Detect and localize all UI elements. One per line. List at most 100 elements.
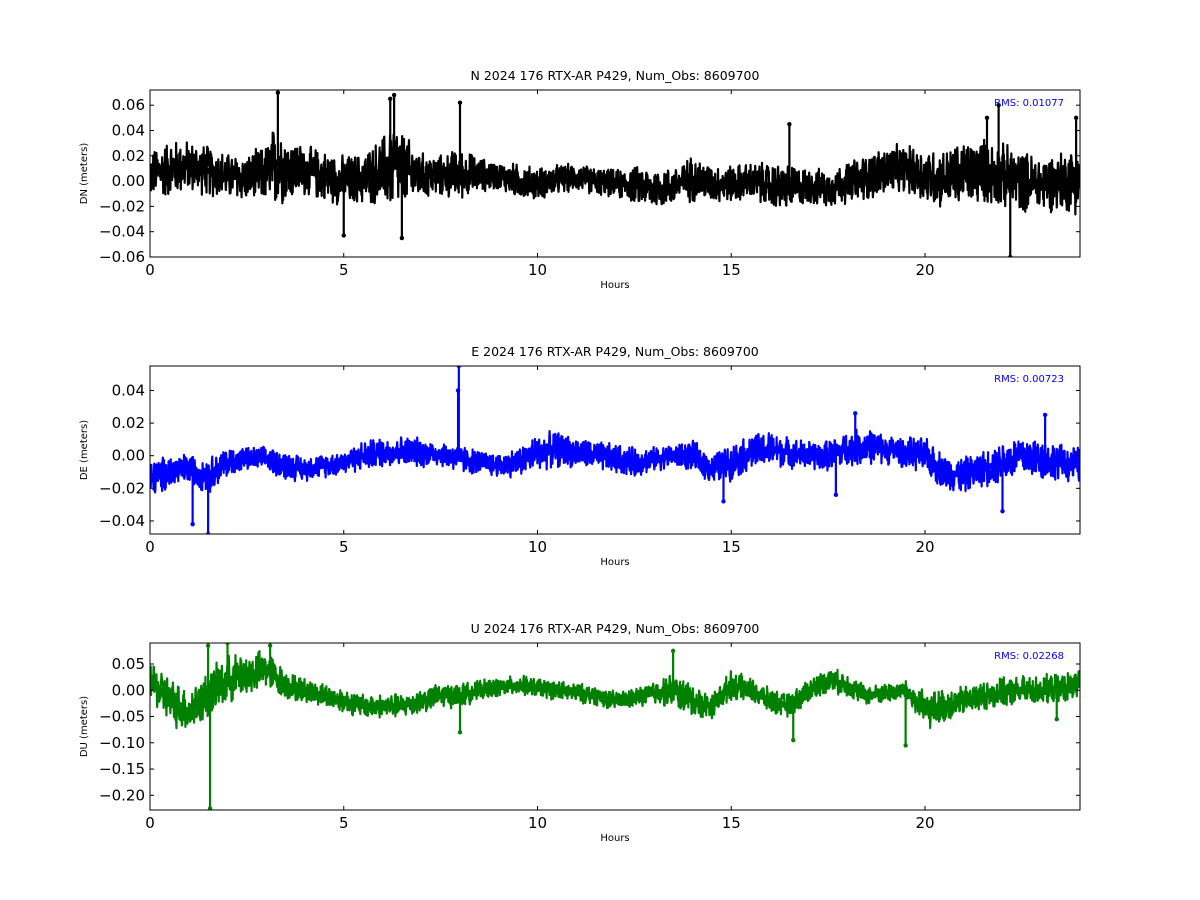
u-data-point — [767, 698, 773, 704]
n-data-point — [166, 165, 172, 171]
e-x-axis-label: Hours — [600, 557, 629, 568]
n-data-point — [1038, 181, 1044, 187]
n-data-point — [535, 181, 540, 187]
u-spike-point — [670, 648, 676, 654]
u-x-tick-label: 5 — [339, 814, 349, 832]
n-data-point — [903, 165, 909, 171]
panels: N 2024 176 RTX-AR P429, Num_Obs: 8609700… — [79, 68, 1081, 844]
n-data-point — [150, 172, 153, 178]
e-axes-frame — [149, 365, 1081, 535]
e-spike-point — [1000, 508, 1005, 514]
e-data-point — [786, 449, 792, 455]
e-data-point — [825, 453, 831, 459]
u-data-point — [690, 698, 695, 704]
u-data-point — [728, 682, 734, 688]
e-data-point — [941, 469, 947, 475]
n-x-tick-label: 20 — [915, 261, 934, 279]
u-y-tick-label: −0.15 — [99, 760, 145, 778]
e-data-point — [709, 466, 715, 472]
u-data-point — [341, 698, 347, 704]
e-y-tick-label: −0.04 — [99, 512, 145, 530]
n-data-point — [922, 173, 928, 179]
u-spike-point — [205, 643, 211, 648]
n-spike-point — [457, 100, 463, 105]
e-spike-point — [205, 531, 211, 534]
u-data-point — [380, 703, 385, 709]
n-y-tick-label: 0.06 — [112, 96, 145, 114]
e-data-point — [515, 459, 521, 465]
u-spike-point — [903, 743, 908, 748]
u-panel-title: U 2024 176 RTX-AR P429, Num_Obs: 8609700 — [471, 621, 760, 636]
e-panel-title: E 2024 176 RTX-AR P429, Num_Obs: 8609700 — [471, 344, 759, 359]
e-data-point — [1058, 459, 1064, 465]
n-data-point — [476, 172, 482, 178]
n-data-point — [573, 174, 579, 180]
e-data-point — [244, 456, 250, 462]
e-data-point — [360, 453, 366, 459]
e-spike-point — [853, 411, 858, 416]
n-data-point — [1019, 178, 1025, 184]
n-data-point — [263, 171, 269, 176]
n-data-point — [515, 178, 521, 184]
n-data-point — [612, 181, 618, 187]
u-data-point — [321, 693, 327, 699]
e-data-point — [263, 456, 269, 462]
e-data-point — [845, 446, 850, 452]
n-spike-point — [1073, 115, 1079, 121]
e-data-point — [612, 456, 618, 462]
u-data-point — [748, 687, 754, 693]
u-panel: U 2024 176 RTX-AR P429, Num_Obs: 8609700… — [79, 621, 1081, 844]
u-y-tick-label: 0.00 — [112, 681, 145, 699]
e-data-point — [205, 472, 211, 478]
u-data-point — [1077, 682, 1080, 688]
e-data-point — [1077, 463, 1080, 468]
u-data-point — [980, 693, 986, 699]
n-data-point — [283, 165, 289, 171]
e-rms-annotation: RMS: 0.00723 — [994, 374, 1064, 385]
e-data-point — [748, 449, 754, 455]
n-axes-frame — [149, 89, 1081, 258]
e-spike-point — [455, 388, 461, 393]
e-data-point — [399, 448, 405, 454]
n-x-tick-label: 0 — [145, 261, 155, 279]
u-spike-point — [267, 643, 273, 648]
e-data-point — [380, 449, 385, 455]
n-x-axis-label: Hours — [600, 280, 629, 291]
u-data-point — [786, 703, 792, 709]
e-data-point — [922, 453, 928, 459]
u-y-tick-label: 0.05 — [112, 655, 145, 673]
u-y-tick-label: −0.20 — [99, 786, 145, 804]
e-y-tick-label: −0.02 — [99, 479, 145, 497]
e-spike-point — [1042, 412, 1048, 418]
u-spike-point — [225, 643, 230, 646]
e-data-point — [651, 456, 657, 462]
e-data-point — [438, 451, 444, 457]
e-data-point — [496, 463, 502, 468]
u-data-point — [476, 687, 482, 693]
n-data-point — [403, 168, 409, 174]
u-data-point — [883, 690, 889, 696]
n-data-point — [767, 183, 773, 189]
e-series-0 — [150, 366, 1080, 534]
e-data-point — [690, 453, 695, 459]
n-data-point — [341, 178, 347, 184]
n-y-tick-label: −0.04 — [99, 223, 145, 241]
n-y-tick-label: 0.04 — [112, 121, 145, 139]
n-data-point — [205, 168, 211, 174]
e-data-point — [302, 466, 308, 472]
e-data-point — [631, 459, 637, 465]
e-data-point — [150, 477, 153, 483]
e-data-point — [670, 453, 676, 459]
e-y-tick-label: 0.04 — [112, 381, 145, 399]
u-data-point — [554, 687, 560, 693]
e-data-point — [476, 459, 482, 465]
n-data-point — [825, 186, 831, 192]
e-data-point — [1019, 453, 1025, 459]
u-data-point — [651, 690, 657, 696]
e-data-point — [554, 446, 560, 452]
e-data-point — [418, 449, 424, 455]
u-data-point — [922, 708, 928, 714]
n-x-tick-label: 10 — [528, 261, 547, 279]
u-x-axis-label: Hours — [600, 833, 629, 844]
n-data-point — [380, 168, 385, 174]
